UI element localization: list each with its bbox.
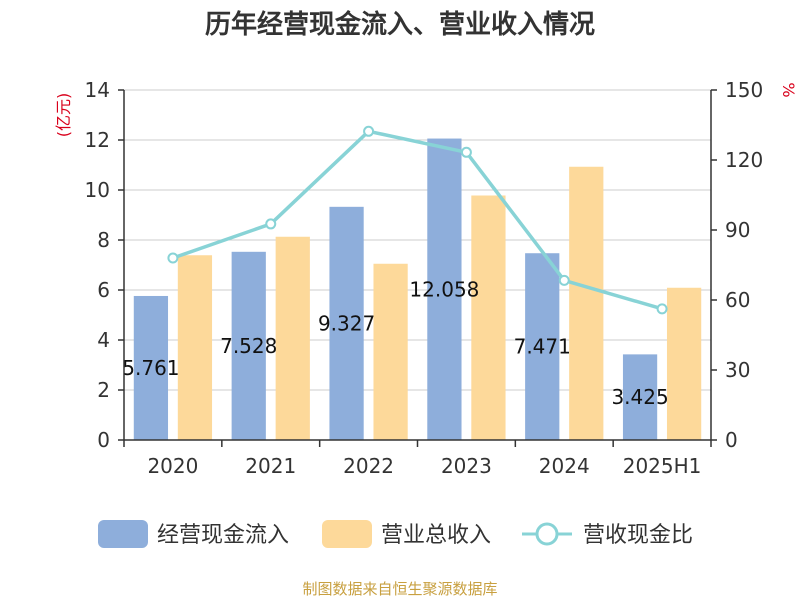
y-left-tick-label: 0 — [97, 428, 110, 452]
plot-area: 5.761 7.528 9.327 12.058 7.471 3.425 0 2 4 6 8 10 1… — [85, 78, 764, 478]
y-right-tick-label: 30 — [725, 358, 750, 382]
y-right-tick-label: 0 — [725, 428, 738, 452]
bar-cash-inflow — [427, 138, 462, 441]
legend-item-cash-inflow[interactable]: 经营现金流入 — [98, 520, 289, 548]
legend-item-revenue[interactable]: 营业总收入 — [322, 520, 491, 548]
source-note: 制图数据来自恒生聚源数据库 — [302, 580, 497, 598]
data-label-cash-inflow: 7.471 — [514, 335, 571, 359]
y-left-tick-label: 10 — [85, 178, 110, 202]
point-ratio — [558, 274, 570, 286]
bars — [133, 138, 702, 441]
y-left-tick-label: 14 — [85, 78, 110, 102]
data-label-cash-inflow: 12.058 — [409, 277, 479, 301]
bar-revenue — [275, 236, 310, 440]
ratio-line — [167, 125, 668, 315]
point-ratio — [363, 125, 375, 137]
y-left-tick-label: 6 — [97, 278, 110, 302]
bar-cash-inflow — [622, 354, 658, 440]
bar-cash-inflow — [329, 206, 364, 440]
data-label-cash-inflow: 7.528 — [220, 334, 277, 358]
x-tick-label: 2022 — [343, 454, 394, 478]
legend-marker-ratio — [535, 522, 559, 546]
point-ratio — [265, 218, 277, 230]
axes: 0 2 4 6 8 10 12 14 0 30 60 90 120 150 2020 2021 2022 2023… — [85, 78, 764, 478]
y-right-tick-label: 60 — [725, 288, 750, 312]
y-left-tick-label: 8 — [97, 228, 110, 252]
bar-revenue — [177, 255, 213, 440]
bar-cash-inflow — [133, 295, 169, 440]
y-right-tick-label: 150 — [725, 78, 763, 102]
point-ratio — [656, 303, 668, 315]
legend-swatch-revenue — [322, 520, 372, 548]
y-right-tick-label: 120 — [725, 148, 763, 172]
bar-revenue — [569, 166, 604, 440]
point-ratio — [460, 146, 472, 158]
bar-revenue — [471, 195, 506, 440]
data-label-cash-inflow: 9.327 — [318, 311, 375, 335]
x-tick-label: 2024 — [539, 454, 590, 478]
chart-title: 历年经营现金流入、营业收入情况 — [205, 9, 595, 40]
y-left-tick-label: 2 — [97, 378, 110, 402]
legend-label-revenue: 营业总收入 — [381, 523, 491, 548]
x-tick-label: 2025H1 — [623, 454, 702, 478]
bar-cash-inflow — [231, 251, 266, 440]
data-label-cash-inflow: 3.425 — [611, 385, 668, 409]
y-right-tick-label: 90 — [725, 218, 750, 242]
y-left-tick-label: 12 — [85, 128, 110, 152]
x-tick-label: 2023 — [441, 454, 492, 478]
bar-cash-inflow — [525, 253, 560, 440]
y-left-tick-label: 4 — [97, 328, 110, 352]
legend-label-ratio: 营收现金比 — [583, 523, 693, 548]
x-tick-label: 2020 — [147, 454, 198, 478]
legend-label-cash-inflow: 经营现金流入 — [157, 523, 289, 548]
point-ratio — [167, 252, 179, 264]
data-label-cash-inflow: 5.761 — [122, 356, 179, 380]
line-ratio — [172, 129, 663, 311]
bar-revenue — [373, 263, 408, 440]
y-right-unit: % — [779, 82, 798, 97]
data-labels: 5.761 7.528 9.327 12.058 7.471 3.425 — [122, 277, 668, 409]
legend-item-ratio[interactable]: 营收现金比 — [522, 522, 693, 548]
y-left-unit: (亿元) — [54, 93, 73, 138]
x-tick-label: 2021 — [245, 454, 296, 478]
legend: 经营现金流入 营业总收入 营收现金比 — [98, 520, 693, 548]
legend-swatch-cash-inflow — [98, 520, 148, 548]
bar-revenue — [666, 287, 702, 440]
